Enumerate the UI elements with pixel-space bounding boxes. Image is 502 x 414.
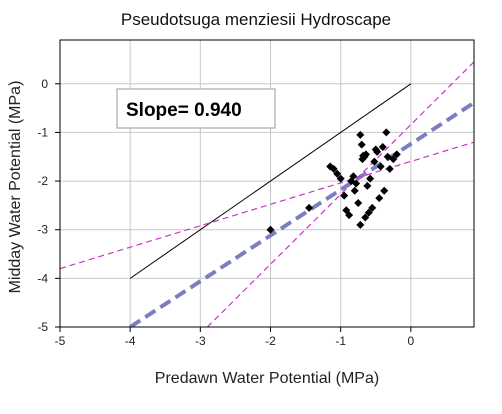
data-points — [266, 128, 401, 234]
data-point — [349, 172, 358, 181]
data-point — [361, 213, 370, 222]
plot-area: -5 -4 -3 -2 -1 0 0 -1 -2 -3 -4 -5 Slope= 0.940 — [37, 39, 475, 348]
plot-frame — [59, 39, 475, 328]
data-point — [375, 194, 384, 203]
data-point — [356, 220, 365, 229]
x-tick-label: -2 — [265, 334, 276, 348]
y-tick-label: -1 — [37, 125, 48, 139]
x-tick-label: 0 — [408, 334, 415, 348]
y-tick-label: 0 — [41, 77, 48, 91]
data-point — [370, 157, 379, 166]
x-tick-label: -3 — [195, 334, 206, 348]
data-point — [340, 191, 349, 200]
one-to-one-line — [129, 83, 412, 279]
y-tick-label: -5 — [37, 320, 48, 334]
y-tick-label: -4 — [37, 271, 48, 285]
data-point — [350, 186, 359, 195]
x-tick-label: -5 — [55, 334, 66, 348]
data-point — [361, 150, 370, 159]
data-point — [354, 198, 363, 207]
data-point — [336, 174, 345, 183]
data-point — [368, 203, 377, 212]
y-tick-label: -3 — [37, 223, 48, 237]
data-point — [266, 225, 275, 234]
data-point — [364, 208, 373, 217]
data-point — [356, 130, 365, 139]
data-point — [366, 174, 375, 183]
data-point — [389, 155, 398, 164]
data-point — [376, 162, 385, 171]
slope-annotation: Slope= 0.940 — [126, 100, 242, 121]
data-point — [357, 140, 366, 149]
data-point — [392, 150, 401, 159]
slope-annotation-box — [116, 88, 276, 129]
data-point — [373, 147, 382, 156]
data-point — [305, 203, 314, 212]
y-axis-label: Midday Water Potential (MPa) — [7, 81, 24, 294]
data-point — [345, 211, 354, 220]
y-tick-label: -2 — [37, 174, 48, 188]
data-point — [382, 128, 391, 137]
regression-line — [129, 101, 474, 327]
x-axis-label: Predawn Water Potential (MPa) — [155, 370, 379, 387]
x-tick-label: -1 — [335, 334, 346, 348]
data-point — [380, 186, 389, 195]
confidence-lower-line — [206, 61, 474, 327]
data-point — [383, 152, 392, 161]
series-lines — [60, 61, 474, 327]
confidence-upper-line — [60, 141, 474, 270]
data-point — [329, 164, 338, 173]
data-point — [378, 143, 387, 152]
data-point — [363, 181, 372, 190]
data-point — [333, 169, 342, 178]
x-tick-label: -4 — [125, 334, 136, 348]
chart-title: Pseudotsuga menziesii Hydroscape — [121, 10, 391, 29]
data-point — [385, 164, 394, 173]
data-point — [352, 179, 361, 188]
